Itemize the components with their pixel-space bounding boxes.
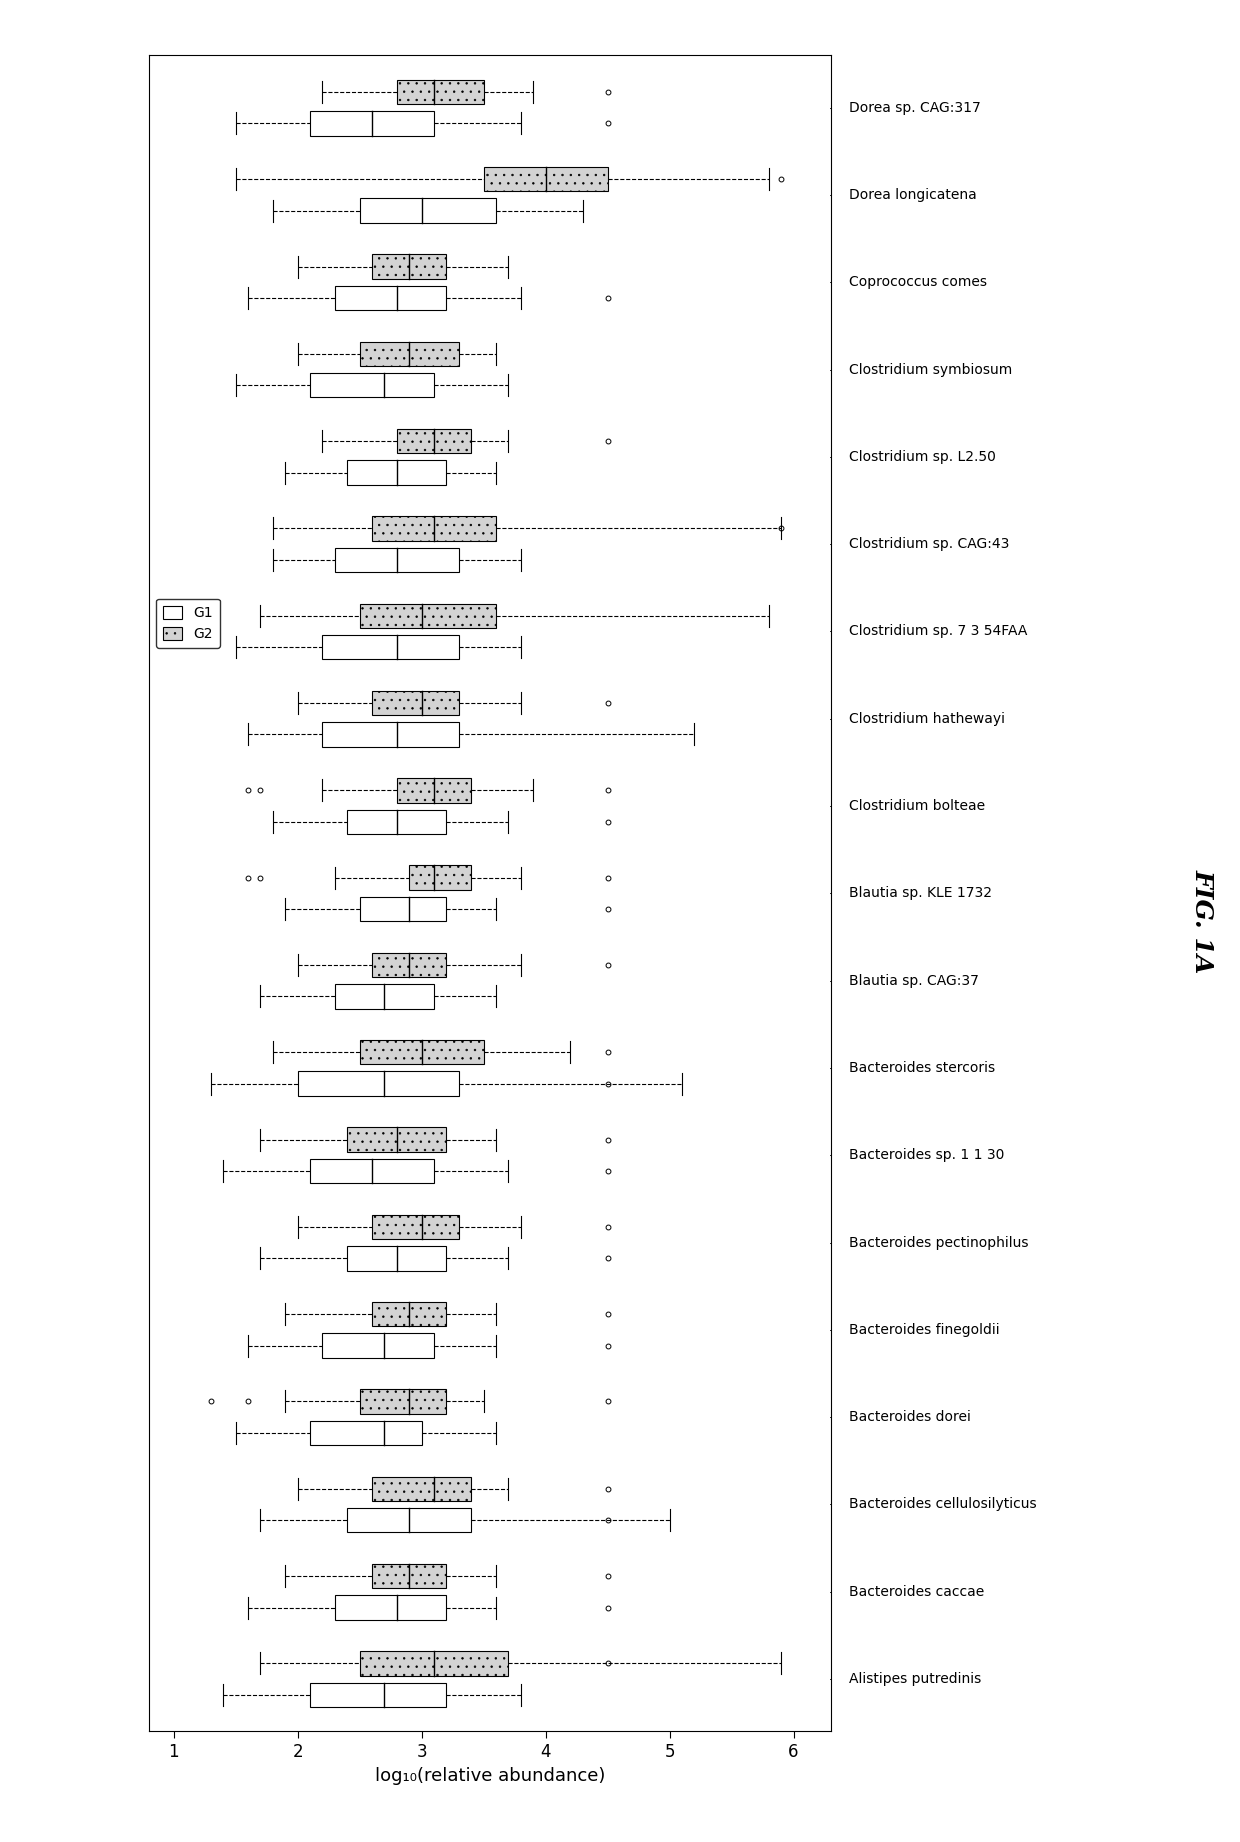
Bar [360,341,459,367]
Text: Clostridium bolteae: Clostridium bolteae [849,799,986,812]
Text: Clostridium hathewayi: Clostridium hathewayi [849,711,1006,726]
Bar [360,1041,484,1065]
Bar [347,1127,446,1151]
Bar [310,374,434,398]
Bar [372,1214,459,1240]
Text: Coprococcus comes: Coprococcus comes [849,274,987,289]
Bar [360,1650,508,1676]
Bar [409,866,471,890]
Bar [335,984,434,1009]
Bar [310,1682,446,1708]
Text: Blautia sp. KLE 1732: Blautia sp. KLE 1732 [849,886,992,901]
Bar [347,1245,446,1271]
X-axis label: log₁₀(relative abundance): log₁₀(relative abundance) [374,1766,605,1785]
Bar [322,722,459,746]
Bar [310,1420,422,1446]
Bar [372,516,496,542]
Bar [397,777,471,803]
Text: Bacteroides finegoldii: Bacteroides finegoldii [849,1323,999,1337]
Text: Bacteroides dorei: Bacteroides dorei [849,1411,971,1424]
Bar [335,286,446,309]
Legend: G1, G2: G1, G2 [156,599,219,648]
Bar [397,79,484,105]
Bar [360,1389,446,1413]
Text: Clostridium sp. 7 3 54FAA: Clostridium sp. 7 3 54FAA [849,624,1028,639]
Bar [372,1477,471,1501]
Text: Bacteroides stercoris: Bacteroides stercoris [849,1061,996,1076]
Bar [310,1159,434,1183]
Bar [360,199,496,223]
Text: Bacteroides pectinophilus: Bacteroides pectinophilus [849,1236,1029,1249]
Text: FIG. 1A: FIG. 1A [1190,869,1215,973]
Bar [484,168,608,192]
Bar [372,1302,446,1326]
Text: Bacteroides caccae: Bacteroides caccae [849,1584,985,1599]
Bar [335,547,459,573]
Bar [372,254,446,278]
Bar [360,897,446,921]
Bar [397,429,471,453]
Bar [347,1509,471,1533]
Bar [372,1564,446,1588]
Bar [322,635,459,659]
Bar [372,952,446,978]
Bar [347,460,446,484]
Bar [372,691,459,715]
Bar [360,604,496,628]
Text: Alistipes putredinis: Alistipes putredinis [849,1673,982,1685]
Text: Clostridium symbiosum: Clostridium symbiosum [849,363,1013,376]
Text: Bacteroides cellulosilyticus: Bacteroides cellulosilyticus [849,1498,1037,1512]
Bar [335,1595,446,1619]
Text: Clostridium sp. CAG:43: Clostridium sp. CAG:43 [849,538,1009,551]
Bar [298,1072,459,1096]
Text: Bacteroides sp. 1 1 30: Bacteroides sp. 1 1 30 [849,1148,1004,1162]
Text: Clostridium sp. L2.50: Clostridium sp. L2.50 [849,449,996,464]
Text: Blautia sp. CAG:37: Blautia sp. CAG:37 [849,974,980,987]
Bar [322,1334,434,1358]
Bar [347,810,446,834]
Text: Dorea sp. CAG:317: Dorea sp. CAG:317 [849,101,981,114]
Bar [310,111,434,136]
Text: Dorea longicatena: Dorea longicatena [849,188,977,203]
